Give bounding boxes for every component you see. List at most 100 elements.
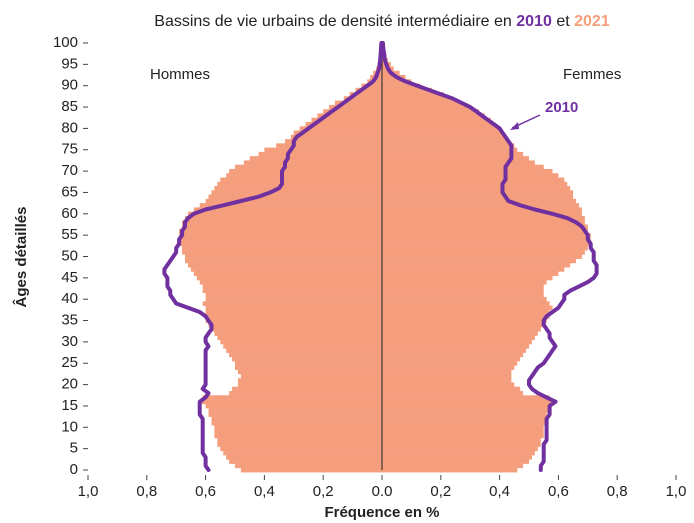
bar	[235, 463, 382, 469]
bar	[182, 250, 382, 255]
bar	[305, 121, 382, 127]
bar	[382, 412, 547, 417]
y-tick-label: 85	[61, 98, 78, 115]
bar	[205, 292, 382, 298]
bar	[235, 365, 382, 370]
bar	[214, 331, 382, 336]
bar	[382, 331, 538, 336]
x-tick-label: 0,6	[548, 483, 569, 500]
bar	[382, 429, 544, 435]
bar	[226, 348, 382, 353]
y-tick-label: 75	[61, 141, 78, 158]
bar	[382, 113, 485, 119]
bar	[202, 395, 382, 400]
y-tick-label: 80	[61, 119, 78, 136]
y-tick-label: 70	[61, 162, 78, 179]
title-joiner: et	[556, 13, 570, 30]
y-tick-label: 10	[61, 418, 78, 435]
x-tick-label: 0,2	[430, 483, 451, 500]
bar	[190, 267, 382, 272]
x-tick-label: 0,8	[136, 483, 157, 500]
bar	[382, 211, 582, 217]
bar	[264, 147, 382, 153]
bar	[355, 87, 382, 93]
bar	[382, 147, 518, 153]
bar	[382, 254, 582, 259]
bar	[382, 339, 532, 345]
bar	[334, 100, 382, 106]
bar	[382, 198, 577, 204]
bar	[382, 292, 544, 298]
y-tick-label: 45	[61, 269, 78, 286]
bar	[382, 224, 588, 230]
bar	[217, 442, 382, 447]
bar	[382, 79, 412, 84]
bar	[382, 160, 535, 165]
line-2010	[162, 41, 384, 472]
bar	[382, 459, 529, 464]
bar	[223, 344, 382, 349]
bar	[182, 220, 382, 225]
bar	[382, 326, 541, 332]
bar	[299, 126, 382, 131]
bar	[382, 344, 529, 349]
bar	[382, 233, 591, 238]
bar	[382, 365, 515, 370]
line-2010	[380, 41, 599, 472]
bar	[382, 237, 591, 242]
bar	[229, 459, 382, 464]
chart-title: Bassins de vie urbains de densité interm…	[154, 13, 610, 30]
bar	[202, 301, 382, 306]
bar	[182, 224, 382, 230]
bar	[208, 408, 382, 413]
bar	[382, 134, 506, 140]
bar	[182, 245, 382, 251]
bar	[382, 194, 574, 200]
bar	[199, 279, 382, 285]
bar	[382, 215, 585, 221]
bar	[214, 425, 382, 430]
bar	[199, 203, 382, 208]
x-tick-label: 0,4	[489, 483, 510, 500]
bar	[214, 186, 382, 191]
bar	[179, 237, 382, 242]
bar	[382, 446, 538, 452]
bar	[179, 241, 382, 247]
bar	[382, 203, 579, 208]
y-tick-label: 20	[61, 376, 78, 393]
bar	[258, 151, 382, 157]
bar	[382, 156, 529, 161]
bar	[382, 403, 550, 409]
bar	[217, 335, 382, 341]
bar	[382, 275, 553, 281]
bar	[220, 339, 382, 345]
y-tick-label: 30	[61, 333, 78, 350]
bar	[382, 348, 527, 353]
bar	[382, 104, 471, 110]
bar	[382, 92, 444, 97]
bar	[382, 455, 532, 460]
bar	[349, 92, 382, 97]
right-label: Femmes	[563, 66, 621, 83]
y-tick-label: 5	[70, 440, 78, 457]
y-axis-label: Âges détaillés	[12, 207, 30, 308]
bar	[317, 113, 382, 119]
y-tick-label: 95	[61, 55, 78, 72]
bar	[211, 326, 382, 332]
bar	[214, 433, 382, 439]
bar	[243, 160, 382, 165]
y-tick-label: 55	[61, 226, 78, 243]
bar	[290, 134, 382, 140]
y-tick-label: 0	[70, 461, 78, 478]
bar	[240, 467, 382, 473]
left-label: Hommes	[150, 66, 210, 83]
bar	[382, 220, 585, 225]
bar	[311, 117, 382, 123]
bar	[382, 361, 518, 366]
bar	[382, 258, 577, 264]
y-tick-label: 60	[61, 205, 78, 222]
bar	[343, 96, 382, 101]
bar	[382, 297, 547, 302]
bar	[235, 164, 382, 170]
